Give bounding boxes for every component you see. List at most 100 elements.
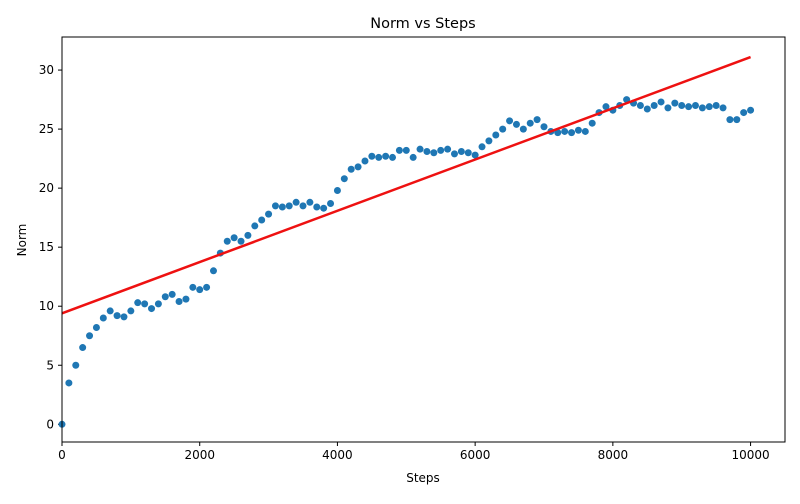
point xyxy=(471,151,479,159)
point xyxy=(251,222,259,230)
point xyxy=(678,101,686,109)
point xyxy=(423,148,431,156)
point xyxy=(568,129,576,137)
point xyxy=(175,297,183,305)
point xyxy=(265,210,273,218)
x-tick-label: 2000 xyxy=(184,448,215,462)
point xyxy=(92,323,100,331)
point xyxy=(223,237,231,245)
point xyxy=(478,143,486,151)
point xyxy=(512,120,520,128)
point xyxy=(86,332,94,340)
point xyxy=(361,157,369,165)
point xyxy=(733,116,741,124)
point xyxy=(389,153,397,161)
point xyxy=(664,104,672,112)
point xyxy=(705,103,713,111)
point xyxy=(148,305,156,313)
point xyxy=(430,149,438,157)
chart-title: Norm vs Steps xyxy=(370,16,475,32)
point xyxy=(657,98,665,106)
point xyxy=(636,101,644,109)
point xyxy=(437,146,445,154)
point xyxy=(278,203,286,211)
axes-frame xyxy=(61,36,786,443)
point xyxy=(444,145,452,153)
y-tick-label: 10 xyxy=(39,299,54,313)
point xyxy=(368,152,376,160)
point xyxy=(134,299,142,307)
point xyxy=(643,105,651,113)
y-axis-label: Norm xyxy=(15,224,29,257)
plot-area xyxy=(58,55,755,428)
point xyxy=(382,152,390,160)
point xyxy=(540,123,548,131)
point xyxy=(450,150,458,158)
point xyxy=(347,165,355,173)
point xyxy=(299,202,307,210)
point xyxy=(506,117,514,125)
fit-line xyxy=(61,55,752,315)
point xyxy=(154,300,162,308)
point xyxy=(464,149,472,157)
point xyxy=(168,290,176,298)
point xyxy=(485,137,493,145)
point xyxy=(271,202,279,210)
point xyxy=(499,125,507,133)
x-axis-label: Steps xyxy=(406,471,440,485)
point xyxy=(306,198,314,206)
point xyxy=(719,104,727,112)
point xyxy=(182,295,190,303)
point xyxy=(671,99,679,107)
x-tick-label: 6000 xyxy=(460,448,491,462)
point xyxy=(574,126,582,134)
point xyxy=(161,293,169,301)
y-tick-label: 15 xyxy=(39,240,54,254)
point xyxy=(120,313,128,321)
point xyxy=(72,361,80,369)
point xyxy=(106,307,114,315)
x-tick-label: 8000 xyxy=(598,448,629,462)
point xyxy=(127,307,135,315)
point xyxy=(740,109,748,117)
point xyxy=(726,116,734,124)
point xyxy=(375,153,383,161)
point xyxy=(209,267,217,275)
y-tick-label: 25 xyxy=(39,122,54,136)
point xyxy=(141,300,149,308)
point xyxy=(99,314,107,322)
point xyxy=(581,127,589,135)
x-tick-label: 10000 xyxy=(731,448,769,462)
point xyxy=(602,103,610,111)
point xyxy=(203,283,211,291)
point xyxy=(416,145,424,153)
point xyxy=(554,129,562,137)
point xyxy=(113,312,121,320)
point xyxy=(320,204,328,212)
point xyxy=(526,119,534,127)
y-tick-label: 0 xyxy=(46,417,54,431)
point xyxy=(691,101,699,109)
point xyxy=(395,146,403,154)
point xyxy=(519,125,527,133)
point xyxy=(327,199,335,207)
point xyxy=(533,116,541,124)
point xyxy=(685,103,693,111)
point xyxy=(285,202,293,210)
point xyxy=(230,234,238,242)
point xyxy=(244,231,252,239)
point xyxy=(258,216,266,224)
point xyxy=(561,127,569,135)
x-tick-label: 4000 xyxy=(322,448,353,462)
point xyxy=(712,101,720,109)
point xyxy=(79,344,87,352)
point xyxy=(698,104,706,112)
point xyxy=(402,146,410,154)
y-tick-label: 20 xyxy=(39,181,54,195)
y-tick-label: 30 xyxy=(39,63,54,77)
point xyxy=(196,286,204,294)
point xyxy=(457,148,465,156)
point xyxy=(650,101,658,109)
